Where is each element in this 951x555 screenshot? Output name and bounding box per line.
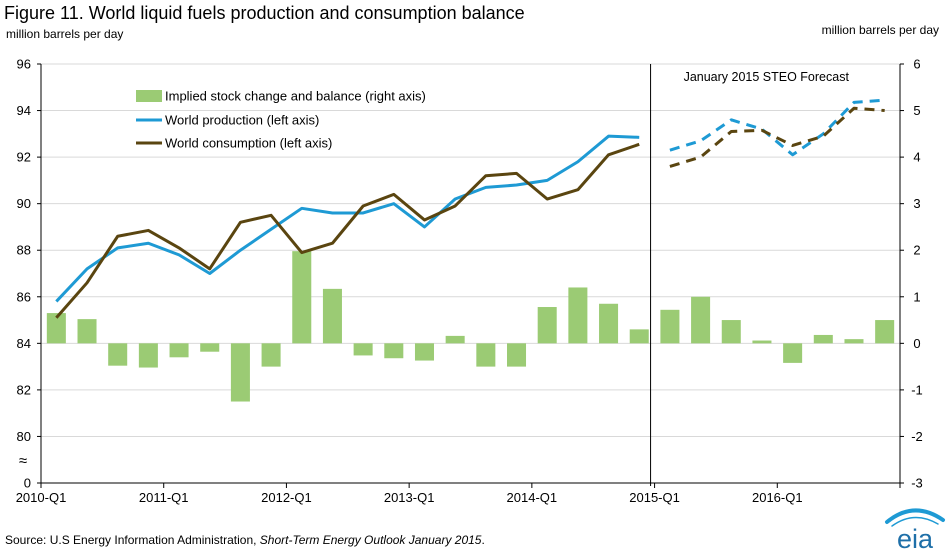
- bar-series: [46, 251, 895, 402]
- bar-stock-change: [414, 343, 434, 361]
- x-tick-label: 2013-Q1: [384, 490, 435, 505]
- left-tick-label: 92: [17, 150, 31, 165]
- source-suffix: .: [481, 533, 485, 547]
- axes: January 2015 STEO Forecast 0 80 82 84 86 88 90 9…: [16, 57, 923, 506]
- eia-logo-text: eia: [897, 524, 934, 552]
- left-tick-label: 84: [17, 336, 31, 351]
- axis-break-symbol: ≈: [19, 453, 27, 470]
- left-tick-label: 0: [24, 476, 31, 491]
- bar-stock-change: [783, 343, 803, 363]
- bar-stock-change: [108, 343, 128, 366]
- right-tick-label: -1: [911, 382, 923, 397]
- right-tick-label: 5: [913, 103, 920, 118]
- x-tick-label: 2010-Q1: [16, 490, 67, 505]
- right-tick-label: 0: [913, 336, 920, 351]
- chart-title: Figure 11. World liquid fuels production…: [4, 3, 525, 23]
- bar-stock-change: [629, 329, 649, 344]
- bar-stock-change: [507, 343, 527, 367]
- bar-stock-change: [384, 343, 404, 359]
- forecast-label: January 2015 STEO Forecast: [684, 70, 850, 84]
- x-tick-label: 2012-Q1: [261, 490, 312, 505]
- left-tick-label: 90: [17, 196, 31, 211]
- right-tick-label: 2: [913, 243, 920, 258]
- bar-stock-change: [844, 339, 864, 344]
- right-tick-label: 1: [913, 289, 920, 304]
- eia-logo-swoosh-thin: [891, 516, 939, 527]
- bar-stock-change: [660, 309, 680, 344]
- bar-stock-change: [292, 251, 312, 344]
- left-axis-unit-label: million barrels per day: [6, 27, 124, 41]
- x-tick-label: 2011-Q1: [139, 490, 189, 505]
- bar-stock-change: [691, 296, 711, 344]
- eia-logo: eia: [885, 508, 945, 552]
- legend-swatch-bars: [136, 90, 162, 102]
- legend-label-consumption: World consumption (left axis): [165, 136, 332, 151]
- bar-stock-change: [537, 307, 557, 344]
- legend-label-bars: Implied stock change and balance (right …: [165, 89, 426, 104]
- right-tick-label: -3: [911, 476, 923, 491]
- left-tick-label: 86: [17, 289, 31, 304]
- bar-stock-change: [230, 343, 250, 402]
- bar-stock-change: [322, 288, 342, 344]
- bar-stock-change: [599, 303, 619, 344]
- bar-stock-change: [476, 343, 496, 367]
- legend: Implied stock change and balance (right …: [136, 89, 426, 151]
- left-tick-label: 96: [17, 57, 31, 72]
- left-tick-label: 88: [17, 243, 31, 258]
- source-note: Source: U.S Energy Information Administr…: [5, 533, 485, 547]
- line-production-historical: [55, 134, 640, 303]
- bar-stock-change: [445, 335, 465, 344]
- x-tick-label: 2016-Q1: [752, 490, 803, 505]
- line-consumption-forecast: [669, 106, 885, 168]
- source-prefix: Source: U.S Energy Information Administr…: [5, 533, 260, 547]
- bar-stock-change: [200, 343, 220, 352]
- eia-logo-swoosh: [885, 508, 945, 524]
- left-tick-label: 80: [17, 429, 31, 444]
- bar-stock-change: [752, 340, 772, 344]
- bar-stock-change: [138, 343, 158, 368]
- left-tick-label: 82: [17, 382, 31, 397]
- line-consumption-historical: [55, 142, 640, 319]
- right-tick-label: 3: [913, 196, 920, 211]
- bar-stock-change: [721, 320, 741, 344]
- right-tick-label: -2: [911, 429, 923, 444]
- bar-stock-change: [77, 319, 97, 344]
- gridlines: [41, 63, 900, 437]
- source-publication: Short-Term Energy Outlook January 2015: [259, 533, 482, 547]
- legend-label-production: World production (left axis): [165, 113, 319, 128]
- bar-stock-change: [813, 334, 833, 344]
- right-tick-label: 4: [913, 150, 920, 165]
- x-tick-label: 2015-Q1: [629, 490, 680, 505]
- bar-stock-change: [568, 287, 588, 344]
- line-series: [55, 98, 885, 319]
- bar-stock-change: [46, 313, 66, 344]
- bar-stock-change: [875, 320, 895, 344]
- x-tick-label: 2014-Q1: [507, 490, 558, 505]
- bar-stock-change: [353, 343, 373, 356]
- bar-stock-change: [261, 343, 281, 367]
- bar-stock-change: [169, 343, 189, 358]
- right-tick-label: 6: [913, 57, 920, 72]
- line-production-forecast: [669, 98, 885, 157]
- left-tick-label: 94: [17, 103, 31, 118]
- right-axis-unit-label: million barrels per day: [821, 23, 939, 37]
